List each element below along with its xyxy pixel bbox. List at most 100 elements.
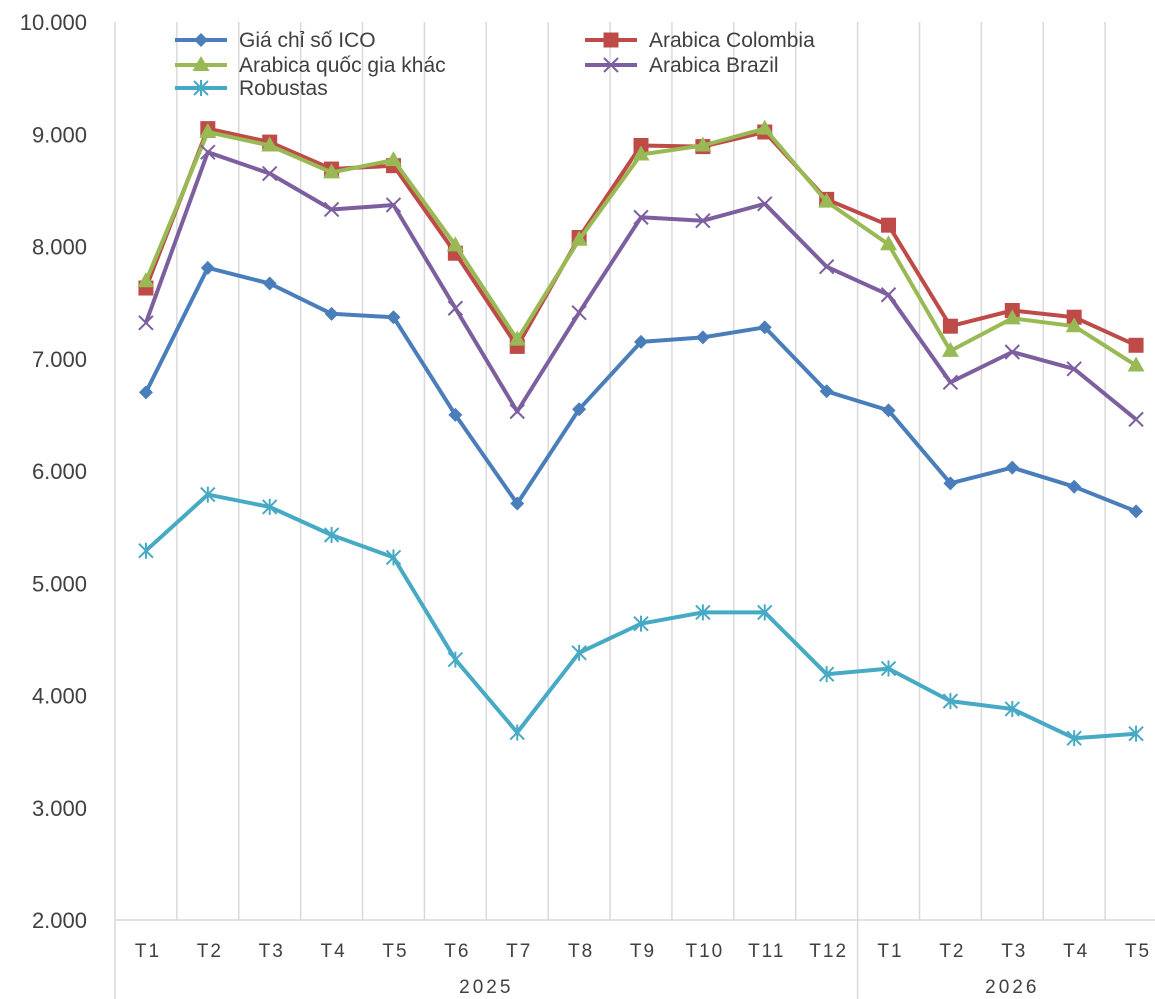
y-tick-label: 6.000 bbox=[32, 459, 87, 484]
y-tick-label: 4.000 bbox=[32, 684, 87, 709]
data-point bbox=[818, 192, 836, 208]
x-tick-label: T5 bbox=[1125, 941, 1151, 962]
data-point bbox=[200, 260, 215, 275]
data-point bbox=[323, 201, 340, 218]
series-5 bbox=[138, 486, 1144, 747]
data-point bbox=[386, 310, 401, 325]
data-point bbox=[447, 300, 464, 316]
series-3 bbox=[137, 119, 1145, 372]
x-tick-label: T2 bbox=[939, 941, 965, 962]
data-point bbox=[943, 476, 958, 491]
data-point bbox=[509, 403, 525, 420]
data-point bbox=[200, 486, 216, 503]
y-tick-label: 2.000 bbox=[32, 908, 87, 933]
data-point bbox=[881, 217, 897, 233]
data-point bbox=[1128, 411, 1144, 428]
data-point bbox=[508, 330, 526, 346]
data-point bbox=[385, 197, 402, 213]
data-point bbox=[385, 549, 402, 566]
series-4 bbox=[138, 144, 1144, 428]
data-point bbox=[695, 330, 710, 345]
data-point bbox=[200, 144, 216, 160]
data-point bbox=[446, 236, 464, 252]
data-point bbox=[1003, 309, 1021, 325]
legend-item: Giá chỉ số ICO bbox=[175, 29, 376, 52]
legend-item: Arabica Brazil bbox=[585, 54, 779, 77]
data-point bbox=[1129, 504, 1144, 519]
x-axis-ticks: T1 T2 T3 T4 T5 T6 T7 T8 T9 T10 T11 T12 T1 T2 T3 T4 T5 202… bbox=[135, 941, 1151, 998]
data-point bbox=[384, 151, 402, 167]
legend: Giá chỉ số ICO Arabica Colombia Arabica qu… bbox=[175, 29, 815, 100]
data-point bbox=[819, 384, 834, 399]
data-point bbox=[509, 724, 525, 741]
x-tick-label: T9 bbox=[630, 941, 656, 962]
data-point bbox=[818, 666, 835, 683]
legend-label: Giá chỉ số ICO bbox=[239, 29, 376, 52]
series-line bbox=[144, 126, 1138, 368]
year-group-label: 2025 bbox=[459, 977, 513, 998]
data-point bbox=[138, 315, 154, 331]
data-point bbox=[323, 526, 340, 543]
x-tick-label: T10 bbox=[686, 941, 725, 962]
data-point bbox=[1065, 317, 1083, 333]
legend-marker bbox=[603, 57, 619, 73]
series-line bbox=[144, 265, 1137, 514]
x-tick-label: T5 bbox=[382, 941, 408, 962]
data-point bbox=[694, 136, 712, 152]
legend-item: Arabica quốc gia khác bbox=[175, 54, 446, 77]
x-tick-label: T12 bbox=[809, 941, 848, 962]
data-point bbox=[757, 604, 773, 621]
data-point bbox=[571, 305, 587, 321]
data-point bbox=[447, 651, 464, 668]
data-point bbox=[138, 542, 154, 559]
legend-label: Robustas bbox=[239, 77, 328, 100]
data-point bbox=[880, 235, 898, 251]
legend-item: Robustas bbox=[175, 77, 328, 100]
series-line bbox=[144, 150, 1138, 421]
data-point bbox=[881, 403, 896, 418]
data-point bbox=[632, 145, 650, 161]
data-point bbox=[1067, 479, 1082, 494]
series-layer bbox=[137, 119, 1145, 747]
data-point bbox=[1127, 356, 1145, 372]
y-tick-label: 8.000 bbox=[32, 235, 87, 260]
data-point bbox=[572, 402, 587, 417]
series-1 bbox=[138, 260, 1144, 519]
legend-marker bbox=[192, 56, 210, 71]
data-point bbox=[633, 615, 649, 632]
x-tick-label: T7 bbox=[506, 941, 532, 962]
data-point bbox=[261, 165, 278, 182]
data-point bbox=[756, 119, 774, 135]
legend-marker bbox=[603, 32, 619, 48]
data-point bbox=[323, 163, 341, 179]
data-point bbox=[757, 320, 772, 335]
data-point bbox=[1066, 361, 1082, 377]
legend-label: Arabica quốc gia khác bbox=[239, 54, 446, 77]
y-tick-label: 10.000 bbox=[20, 10, 87, 35]
data-point bbox=[324, 306, 339, 321]
data-point bbox=[571, 644, 587, 661]
data-point bbox=[1004, 700, 1020, 717]
data-point bbox=[941, 341, 959, 357]
data-point bbox=[1128, 337, 1144, 353]
data-point bbox=[695, 212, 711, 229]
y-tick-label: 5.000 bbox=[32, 571, 87, 596]
data-point bbox=[880, 660, 897, 677]
data-point bbox=[880, 287, 897, 303]
grid-layer bbox=[114, 22, 1155, 999]
data-point bbox=[138, 385, 153, 400]
y-axis-ticks: 2.000 3.000 4.000 5.000 6.000 7.000 8.000 9.000… bbox=[20, 10, 87, 933]
data-point bbox=[199, 123, 217, 139]
data-point bbox=[261, 498, 278, 515]
x-tick-label: T8 bbox=[568, 941, 594, 962]
data-point bbox=[818, 258, 835, 275]
data-point bbox=[942, 693, 959, 710]
data-point bbox=[1128, 725, 1144, 742]
x-tick-label: T4 bbox=[1063, 941, 1089, 962]
data-point bbox=[1005, 460, 1020, 475]
year-group-label: 2026 bbox=[985, 977, 1039, 998]
data-point bbox=[261, 136, 279, 152]
data-point bbox=[633, 209, 649, 226]
